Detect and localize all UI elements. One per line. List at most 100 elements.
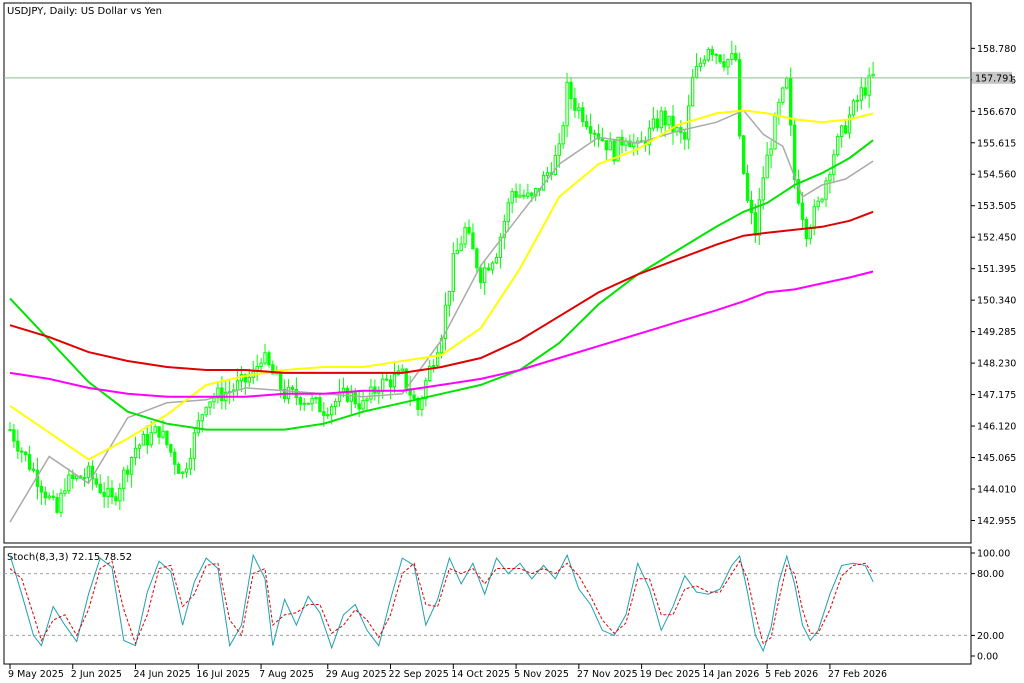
stoch-y-tick-label: 100.00 (977, 549, 1010, 560)
x-tick-label: 24 Jun 2025 (134, 669, 191, 680)
x-tick-label: 16 Jul 2025 (196, 669, 250, 680)
candle-body (102, 492, 106, 497)
stoch-y-tick-label: 20.00 (977, 631, 1004, 642)
candle-body (306, 402, 310, 405)
candle-body (545, 172, 550, 176)
candle-body (200, 414, 204, 422)
candle-body (137, 444, 142, 449)
candle-body (871, 73, 875, 77)
candle-body (8, 429, 12, 432)
candle-body (475, 248, 479, 269)
candle-body (483, 267, 487, 283)
candle-body (322, 411, 326, 416)
candle-body (153, 426, 157, 434)
candle-body (267, 352, 271, 366)
candle-body (114, 496, 118, 502)
price-y-axis: 158.780157.725156.670155.615154.560153.5… (971, 44, 1016, 527)
candle-body (208, 401, 212, 408)
candle-body (451, 253, 455, 292)
candle-body (165, 430, 169, 446)
candle-body (702, 59, 707, 64)
candle-body (157, 426, 161, 438)
candle-body (745, 172, 750, 201)
candle-body (522, 194, 526, 197)
moving-average-line (9, 109, 874, 461)
current-price-label: 157.791 (975, 73, 1014, 84)
x-tick-label: 19 Dec 2025 (640, 669, 701, 680)
candle-body (330, 406, 334, 416)
candle-body (816, 200, 820, 208)
candle-body (247, 376, 251, 383)
candle-body (694, 65, 699, 78)
candle-body (820, 198, 824, 202)
candle-body (843, 125, 848, 134)
candle-body (298, 397, 302, 405)
x-tick-label: 14 Jan 2026 (702, 669, 759, 680)
candle-body (86, 465, 91, 478)
candle-body (216, 387, 220, 399)
candle-body (612, 140, 616, 162)
price-y-tick-label: 155.615 (977, 138, 1016, 149)
candle-body (800, 202, 805, 220)
candle-body (400, 368, 404, 372)
chart-title: USDJPY, Daily: US Dollar vs Yen (7, 6, 162, 17)
candle-body (577, 107, 581, 111)
candle-body (738, 59, 742, 137)
candle-body (192, 432, 197, 459)
candle-body (20, 450, 24, 453)
price-y-tick-label: 153.505 (977, 201, 1016, 212)
price-y-tick-label: 156.670 (977, 107, 1016, 118)
candles-layer (8, 40, 875, 518)
candle-body (98, 483, 102, 494)
candle-body (573, 98, 577, 111)
candle-body (616, 136, 620, 162)
stoch-main-line (9, 553, 874, 653)
candle-body (867, 75, 871, 96)
current-price-layer: 157.791 (4, 71, 1014, 84)
candle-body (459, 243, 463, 251)
candle-body (110, 487, 114, 498)
price-y-tick-label: 145.065 (977, 453, 1016, 464)
candle-body (777, 101, 781, 117)
candle-body (592, 132, 597, 135)
candle-body (710, 48, 714, 55)
price-y-tick-label: 147.175 (977, 390, 1016, 401)
x-axis: 9 May 2025 2 Jun 2025 24 Jun 2025 16 Jul 20… (8, 664, 887, 680)
stoch-y-tick-label: 0.00 (977, 652, 998, 663)
candle-body (31, 468, 36, 471)
candle-body (851, 100, 856, 116)
candle-body (424, 380, 428, 400)
candle-body (832, 154, 836, 175)
candle-body (145, 433, 149, 446)
candle-body (271, 364, 275, 375)
candle-body (741, 135, 746, 174)
candle-body (792, 124, 797, 181)
moving-averages-layer (9, 109, 874, 523)
candle-body (632, 142, 636, 148)
candle-body (608, 140, 612, 151)
candle-body (129, 457, 134, 475)
candle-body (463, 226, 467, 245)
candle-body (243, 374, 248, 383)
candle-body (47, 495, 51, 499)
candle-body (345, 387, 350, 402)
candle-body (506, 202, 510, 223)
candle-body (667, 115, 671, 126)
candle-body (432, 364, 436, 367)
candle-body (24, 451, 28, 456)
candle-body (212, 397, 216, 403)
candle-body (490, 262, 495, 271)
price-y-tick-label: 142.955 (977, 516, 1016, 527)
candle-body (149, 432, 153, 446)
candle-body (27, 454, 32, 470)
candle-body (161, 430, 165, 438)
candle-body (647, 127, 652, 146)
candle-body (204, 406, 208, 416)
price-y-tick-label: 152.450 (977, 233, 1016, 244)
candle-body (769, 148, 773, 156)
price-y-tick-label: 149.285 (977, 327, 1016, 338)
stoch-signal-line (9, 560, 874, 646)
candle-body (369, 386, 373, 400)
candle-body (557, 143, 561, 156)
